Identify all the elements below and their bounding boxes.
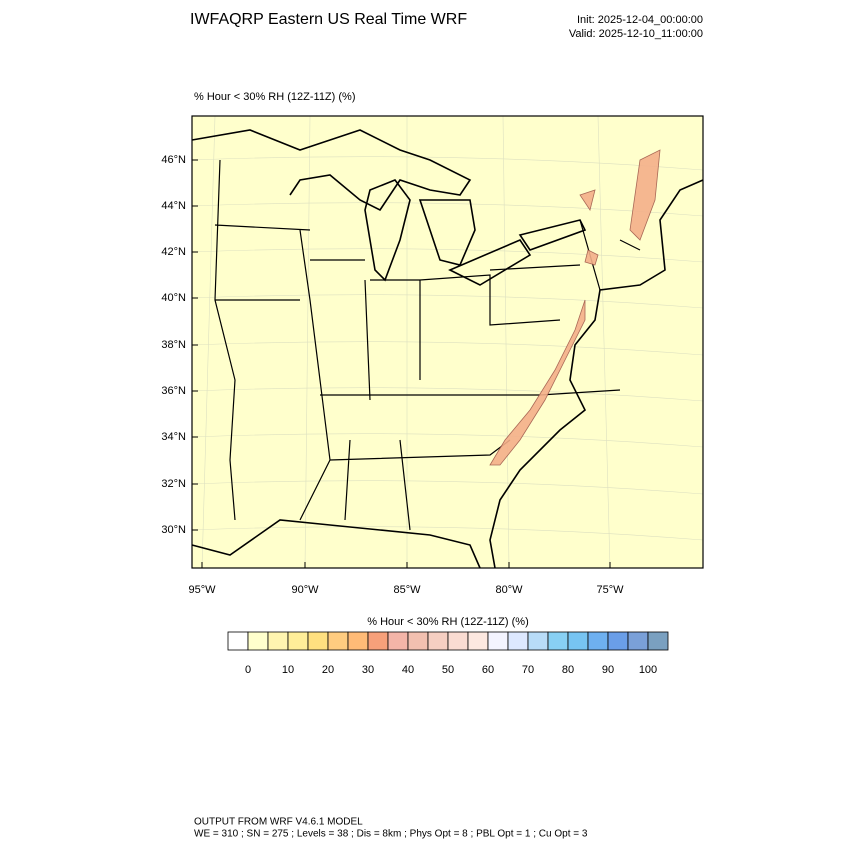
colorbar-box (567, 631, 589, 651)
lon-label: 95°W (188, 584, 216, 596)
colorbar-box (607, 631, 629, 651)
colorbar-box (407, 631, 429, 651)
title: IWFAQRP Eastern US Real Time WRF (190, 11, 467, 28)
colorbar-tick-label: 60 (482, 664, 494, 676)
colorbar-box (427, 631, 449, 651)
lat-label: 34°N (161, 431, 186, 443)
dry-area (489, 149, 661, 466)
valid-time: Valid: 2025-12-10_11:00:00 (569, 28, 703, 40)
colorbar-box (267, 631, 289, 651)
colorbar-tick-label: 90 (602, 664, 614, 676)
colorbar-tick-label: 40 (402, 664, 414, 676)
lat-label: 42°N (161, 246, 186, 258)
lon-label: 75°W (596, 584, 624, 596)
colorbar-box (307, 631, 329, 651)
colorbar-box (327, 631, 349, 651)
colorbar-box (287, 631, 309, 651)
colorbar-box (627, 631, 649, 651)
lon-label: 90°W (291, 584, 319, 596)
colorbar-tick-label: 20 (322, 664, 334, 676)
map (191, 115, 704, 569)
init-time: Init: 2025-12-04_00:00:00 (577, 14, 703, 26)
colorbar-box (447, 631, 469, 651)
colorbar-box (367, 631, 389, 651)
colorbar-title: % Hour < 30% RH (12Z-11Z) (%) (367, 616, 528, 628)
colorbar-box (587, 631, 609, 651)
colorbar-box (647, 631, 669, 651)
lat-label: 46°N (161, 154, 186, 166)
footer-line: OUTPUT FROM WRF V4.6.1 MODEL (194, 817, 363, 828)
colorbar-tick-label: 0 (245, 664, 251, 676)
lat-label: 32°N (161, 478, 186, 490)
map-background (192, 116, 703, 568)
colorbar-tick-label: 10 (282, 664, 294, 676)
colorbar-tick-label: 100 (639, 664, 657, 676)
colorbar-box (547, 631, 569, 651)
colorbar-tick-label: 50 (442, 664, 454, 676)
colorbar-box (507, 631, 529, 651)
map-subtitle: % Hour < 30% RH (12Z-11Z) (%) (194, 91, 355, 103)
lat-label: 40°N (161, 292, 186, 304)
colorbar-box (527, 631, 549, 651)
colorbar-box (347, 631, 369, 651)
lat-label: 38°N (161, 339, 186, 351)
colorbar-box (247, 631, 269, 651)
colorbar-box (387, 631, 409, 651)
lat-label: 30°N (161, 524, 186, 536)
colorbar-tick-label: 80 (562, 664, 574, 676)
lat-label: 44°N (161, 200, 186, 212)
colorbar-tick-label: 30 (362, 664, 374, 676)
lon-label: 85°W (393, 584, 421, 596)
lon-label: 80°W (495, 584, 523, 596)
footer-line: WE = 310 ; SN = 275 ; Levels = 38 ; Dis … (194, 829, 588, 840)
colorbar-tick-label: 70 (522, 664, 534, 676)
colorbar-box (487, 631, 509, 651)
graticule (191, 115, 704, 569)
lat-label: 36°N (161, 385, 186, 397)
colorbar-box (467, 631, 489, 651)
colorbar-box (227, 631, 249, 651)
map-frame (191, 115, 704, 569)
